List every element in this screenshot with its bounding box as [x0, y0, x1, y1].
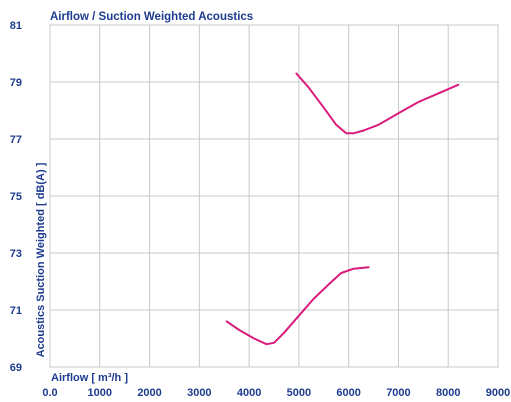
y-tick-label: 79	[10, 77, 22, 89]
x-tick-label: 4000	[237, 387, 261, 399]
x-tick-label: 2000	[137, 387, 161, 399]
grid	[49, 24, 499, 368]
x-tick-label: 0.0	[42, 387, 57, 399]
y-tick-label: 73	[10, 248, 22, 260]
y-tick-label: 75	[10, 191, 22, 203]
x-tick-label: 3000	[187, 387, 211, 399]
x-tick-label: 8000	[436, 387, 460, 399]
x-tick-label: 5000	[287, 387, 311, 399]
series-line-2	[295, 72, 460, 135]
x-tick-label: 9000	[486, 387, 510, 399]
y-tick-label: 77	[10, 134, 22, 146]
y-tick-label: 69	[10, 362, 22, 374]
chart-title: Airflow / Suction Weighted Acoustics	[50, 11, 253, 23]
tick-labels: 0.0 1000 2000 3000 4000 5000 6000 7000 8000 9000 6…	[10, 20, 510, 399]
x-axis-label: Airflow [ m³/h ]	[51, 372, 128, 384]
y-axis-label: Acoustics Suction Weighted [ dB(A) ]	[35, 162, 47, 357]
y-tick-label: 81	[10, 20, 22, 32]
series-line-1	[225, 266, 370, 346]
x-tick-label: 7000	[386, 387, 410, 399]
x-tick-label: 1000	[88, 387, 112, 399]
x-tick-label: 6000	[336, 387, 360, 399]
y-tick-label: 71	[10, 305, 22, 317]
series-lines	[225, 72, 460, 346]
